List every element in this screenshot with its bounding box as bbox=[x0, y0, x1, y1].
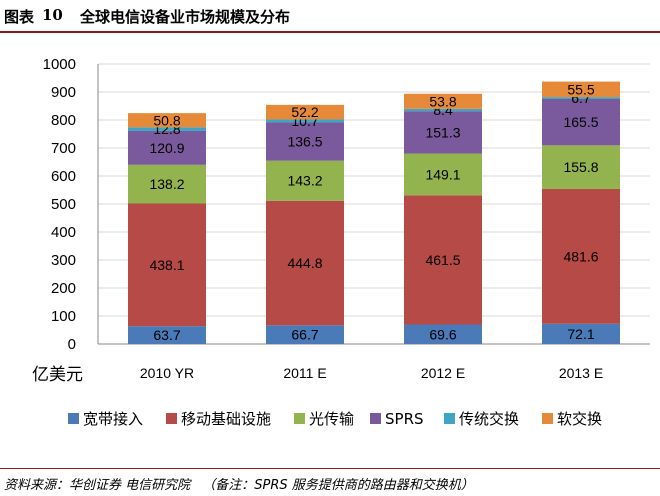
bar-segment bbox=[266, 200, 344, 326]
legend-label: 光传输 bbox=[309, 410, 354, 428]
bar-segment bbox=[404, 93, 482, 109]
bar-segment bbox=[542, 188, 620, 324]
y-tick-label: 0 bbox=[68, 336, 76, 353]
footer: 资料来源：华创证券 电信研究院 （备注：SPRS 服务提供商的路由器和交换机） bbox=[4, 474, 482, 493]
data-label: 55.5 bbox=[567, 81, 594, 97]
x-tick-label: 2011 E bbox=[283, 365, 326, 381]
y-tick-label: 800 bbox=[51, 112, 76, 129]
bar-segment bbox=[542, 81, 620, 98]
bar-segment bbox=[266, 119, 344, 123]
data-label: 69.6 bbox=[429, 326, 456, 342]
data-label: 438.1 bbox=[149, 257, 184, 273]
footer-divider bbox=[0, 468, 660, 469]
legend-label: SPRS bbox=[385, 410, 424, 428]
y-tick-label: 600 bbox=[51, 168, 76, 185]
data-label: 149.1 bbox=[425, 166, 460, 182]
data-label: 481.6 bbox=[563, 248, 598, 264]
bar-segment bbox=[128, 113, 206, 128]
y-tick-label: 300 bbox=[51, 252, 76, 269]
bar-segment bbox=[404, 195, 482, 325]
data-label: 136.5 bbox=[287, 134, 322, 150]
bar-segment bbox=[266, 325, 344, 344]
bar-segment bbox=[542, 97, 620, 99]
data-label: 72.1 bbox=[567, 326, 594, 342]
y-tick-label: 700 bbox=[51, 140, 76, 157]
bar-segment bbox=[266, 122, 344, 161]
data-label: 66.7 bbox=[291, 327, 318, 343]
y-tick-label: 900 bbox=[51, 84, 76, 101]
bar-segment bbox=[266, 104, 344, 120]
y-tick-label: 500 bbox=[51, 196, 76, 213]
legend-swatch bbox=[370, 413, 381, 424]
y-tick-label: 200 bbox=[51, 280, 76, 297]
data-label: 151.3 bbox=[425, 124, 460, 140]
legend-swatch bbox=[444, 413, 455, 424]
legend-swatch bbox=[166, 413, 177, 424]
y-tick-label: 1000 bbox=[43, 56, 76, 73]
bar-segment bbox=[266, 160, 344, 201]
figure-title: 全球电信设备业市场规模及分布 bbox=[80, 8, 291, 26]
bar-segment bbox=[404, 108, 482, 112]
data-label: 53.8 bbox=[429, 93, 456, 109]
bar-segment bbox=[404, 153, 482, 196]
data-label: 461.5 bbox=[425, 252, 460, 268]
data-label: 143.2 bbox=[287, 173, 322, 189]
bar-segment bbox=[404, 324, 482, 344]
legend-label: 传统交换 bbox=[459, 410, 519, 428]
data-label: 50.8 bbox=[153, 112, 180, 128]
bar-segment bbox=[542, 323, 620, 344]
data-label: 63.7 bbox=[153, 327, 180, 343]
bar-segment bbox=[128, 130, 206, 165]
header-bar bbox=[0, 0, 660, 33]
x-tick-label: 2012 E bbox=[421, 365, 465, 381]
bar-segment bbox=[542, 145, 620, 189]
data-label: 165.5 bbox=[563, 114, 598, 130]
legend-label: 宽带接入 bbox=[83, 410, 143, 428]
y-tick-label: 400 bbox=[51, 224, 76, 241]
legend-label: 软交换 bbox=[557, 410, 602, 428]
data-label: 155.8 bbox=[563, 159, 598, 175]
legend-swatch bbox=[294, 413, 305, 424]
x-tick-label: 2013 E bbox=[559, 365, 603, 381]
bar-segment bbox=[128, 203, 206, 327]
legend-swatch bbox=[68, 413, 79, 424]
bar-segment bbox=[128, 326, 206, 344]
bar-segment bbox=[128, 164, 206, 204]
data-label: 120.9 bbox=[149, 140, 184, 156]
bar-segment bbox=[128, 127, 206, 131]
x-tick-label: 2010 YR bbox=[140, 365, 194, 381]
y-tick-label: 100 bbox=[51, 308, 76, 325]
source-note: 资料来源：华创证券 电信研究院 bbox=[4, 478, 191, 493]
y-axis-label: 亿美元 bbox=[32, 365, 83, 385]
data-label: 444.8 bbox=[287, 255, 322, 271]
stacked-bar-chart: 0 100 200 300 400 500 600 700 800 900 1000 63.7 438.… bbox=[32, 56, 650, 428]
data-label: 138.2 bbox=[149, 176, 184, 192]
legend-label: 移动基础设施 bbox=[181, 410, 271, 428]
legend-swatch bbox=[542, 413, 553, 424]
figure-number: 10 bbox=[42, 6, 63, 24]
bar-segment bbox=[404, 111, 482, 154]
data-label: 52.2 bbox=[291, 104, 318, 120]
figure-label: 图表 bbox=[4, 8, 35, 26]
bar-segment bbox=[542, 99, 620, 146]
remark-note: （备注：SPRS 服务提供商的路由器和交换机） bbox=[202, 478, 474, 493]
